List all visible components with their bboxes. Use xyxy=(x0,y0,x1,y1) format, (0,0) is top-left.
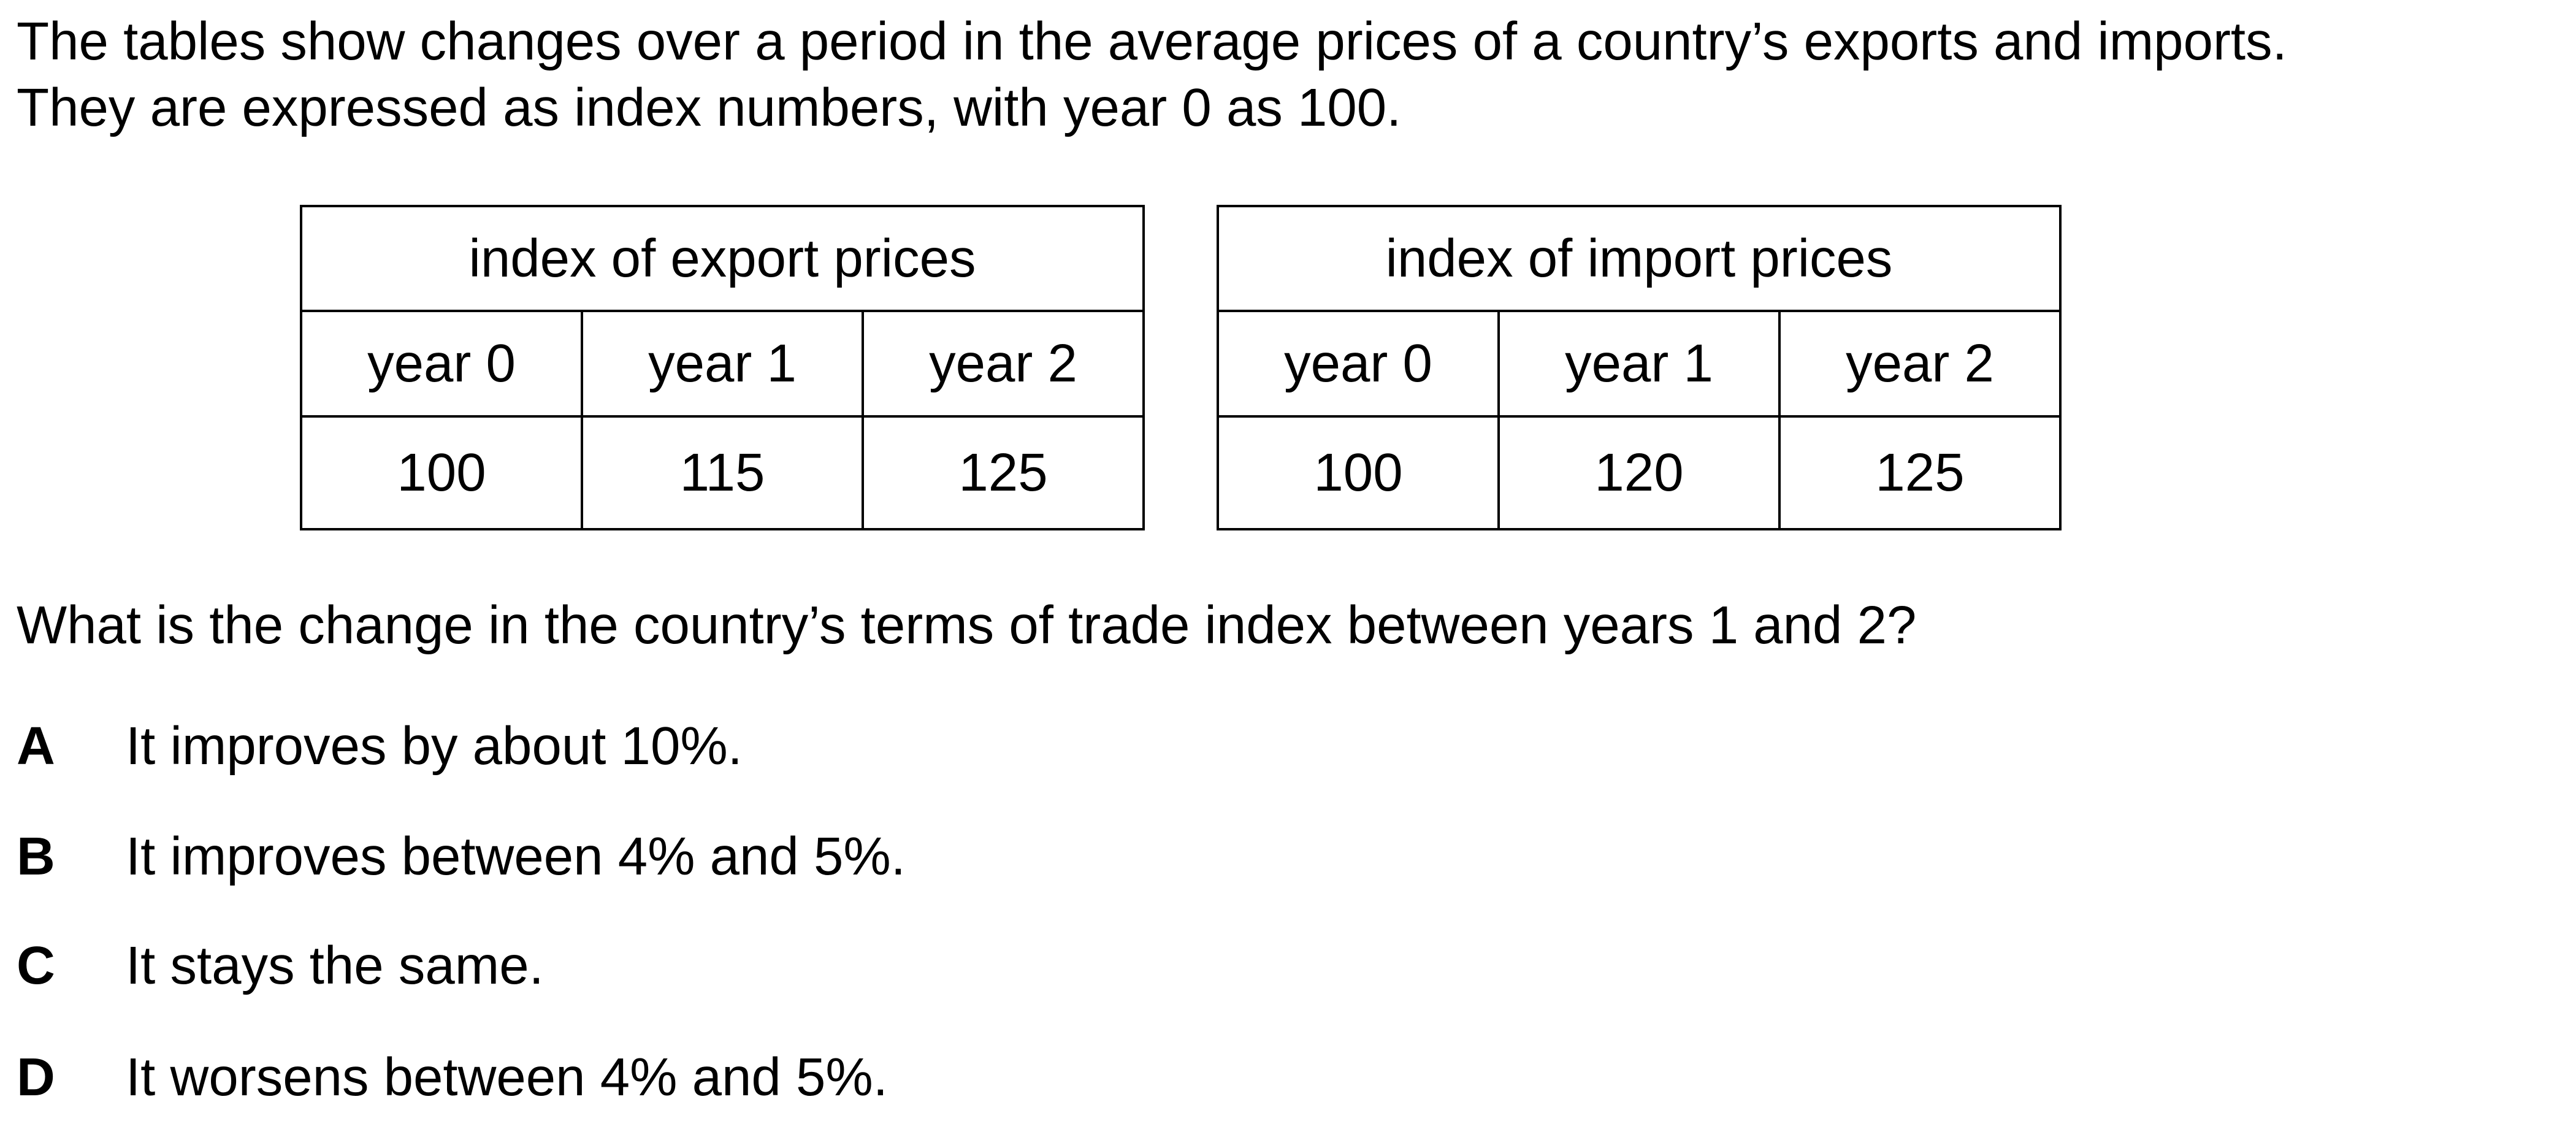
export-header-year-0: year 0 xyxy=(300,310,583,418)
import-value-year-2: 125 xyxy=(1778,415,2062,530)
option-text: It worsens between 4% and 5%. xyxy=(126,1047,888,1107)
intro-line-2: They are expressed as index numbers, wit… xyxy=(17,78,1402,137)
import-table-title: index of import prices xyxy=(1217,205,2062,312)
import-price-index-table: index of import prices year 0 year 1 yea… xyxy=(1217,205,2062,530)
intro-text: The tables show changes over a period in… xyxy=(17,9,2287,141)
export-table-title: index of export prices xyxy=(300,205,1145,312)
intro-line-1: The tables show changes over a period in… xyxy=(17,12,2287,71)
import-header-year-0: year 0 xyxy=(1217,310,1500,418)
import-value-year-0: 100 xyxy=(1217,415,1500,530)
export-value-year-1: 115 xyxy=(581,415,864,530)
import-header-year-2: year 2 xyxy=(1778,310,2062,418)
option-text: It improves between 4% and 5%. xyxy=(126,827,906,886)
option-letter: B xyxy=(17,827,55,886)
import-value-year-1: 120 xyxy=(1497,415,1781,530)
option-letter: A xyxy=(17,716,55,776)
export-value-year-2: 125 xyxy=(862,415,1145,530)
option-text: It stays the same. xyxy=(126,936,544,995)
question-text: What is the change in the country’s term… xyxy=(17,595,1917,655)
export-header-year-2: year 2 xyxy=(862,310,1145,418)
option-letter: D xyxy=(17,1047,55,1107)
export-price-index-table: index of export prices year 0 year 1 yea… xyxy=(300,205,1145,530)
export-header-year-1: year 1 xyxy=(581,310,864,418)
option-text: It improves by about 10%. xyxy=(126,716,743,776)
import-header-year-1: year 1 xyxy=(1497,310,1781,418)
export-value-year-0: 100 xyxy=(300,415,583,530)
option-letter: C xyxy=(17,936,55,995)
